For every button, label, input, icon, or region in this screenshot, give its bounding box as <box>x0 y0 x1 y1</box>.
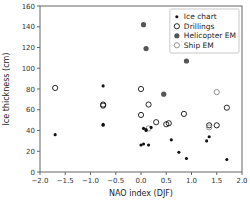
x-tick-label: 1.5 <box>211 177 222 185</box>
x-tick <box>166 172 167 175</box>
point <box>184 58 189 63</box>
y-tick-label: 120 <box>22 44 35 52</box>
point <box>185 157 188 160</box>
point <box>102 123 105 126</box>
y-tick-label: 0 <box>31 169 35 177</box>
point <box>142 142 145 145</box>
x-tick-label: 0.0 <box>135 177 146 185</box>
point <box>54 133 57 136</box>
y-axis-label: Ice thickness (cm) <box>2 53 11 126</box>
legend-marker <box>174 24 179 29</box>
y-tick-label: 80 <box>26 86 35 94</box>
y-tick <box>37 130 40 131</box>
point <box>225 158 228 161</box>
x-tick-label: −1.0 <box>82 177 99 185</box>
point <box>161 92 166 97</box>
y-tick <box>37 26 40 27</box>
point <box>181 111 186 116</box>
legend-label: Helicopter EM <box>184 31 236 40</box>
point <box>214 90 219 95</box>
chart: −2.0 −1.5 −1.0 −0.5 0.0 0.5 1.0 1.5 2.0 0 20 40 60 80… <box>0 0 250 200</box>
point <box>138 112 143 117</box>
point <box>177 151 180 154</box>
point <box>214 123 219 128</box>
y-tick <box>37 172 40 173</box>
point <box>101 102 106 107</box>
y-tick-label: 160 <box>22 3 35 11</box>
legend-marker <box>174 33 179 38</box>
legend-marker <box>175 15 178 18</box>
x-tick-label: −1.5 <box>57 177 74 185</box>
y-tick <box>37 47 40 48</box>
point <box>205 139 208 142</box>
point <box>102 84 105 87</box>
legend-label: Ice chart <box>184 12 217 21</box>
point <box>166 121 171 126</box>
point <box>53 85 58 90</box>
legend-label: Drillings <box>184 22 215 31</box>
point <box>147 143 150 146</box>
y-tick <box>37 68 40 69</box>
y-tick-label: 140 <box>22 23 35 31</box>
legend: Ice chartDrillingsHelicopter EMShip EM <box>170 9 239 53</box>
point <box>150 126 153 129</box>
plot-area <box>53 22 230 161</box>
x-tick <box>90 172 91 175</box>
x-tick-label: 1.0 <box>186 177 197 185</box>
point <box>208 135 211 138</box>
y-tick-label: 40 <box>26 127 35 135</box>
chart-container: −2.0 −1.5 −1.0 −0.5 0.0 0.5 1.0 1.5 2.0 0 20 40 60 80… <box>0 0 250 200</box>
point <box>141 22 146 27</box>
legend-label: Ship EM <box>184 41 214 50</box>
point <box>143 46 148 51</box>
x-tick <box>141 172 142 175</box>
point <box>144 128 147 131</box>
x-tick-label: −2.0 <box>32 177 49 185</box>
x-tick-label: 2.0 <box>236 177 247 185</box>
y-tick-label: 100 <box>22 65 35 73</box>
x-tick <box>65 172 66 175</box>
x-tick-label: −0.5 <box>107 177 124 185</box>
point <box>207 125 212 130</box>
point <box>170 138 173 141</box>
x-tick-label: 0.5 <box>161 177 172 185</box>
y-tick <box>37 6 40 7</box>
plot-frame <box>40 6 242 172</box>
series <box>146 90 219 132</box>
y-tick <box>37 151 40 152</box>
legend-box <box>170 9 239 53</box>
x-tick <box>216 172 217 175</box>
x-tick <box>242 172 243 175</box>
series <box>53 85 230 128</box>
y-tick <box>37 109 40 110</box>
series <box>54 84 229 161</box>
legend-marker <box>174 43 179 48</box>
x-tick <box>191 172 192 175</box>
point <box>146 102 151 107</box>
x-axis-label: NAO index (DJF) <box>109 189 173 198</box>
point <box>224 105 229 110</box>
point <box>138 86 143 91</box>
x-tick <box>115 172 116 175</box>
y-tick-label: 60 <box>26 106 35 114</box>
y-tick-label: 20 <box>26 148 35 156</box>
y-tick <box>37 89 40 90</box>
point <box>154 120 159 125</box>
